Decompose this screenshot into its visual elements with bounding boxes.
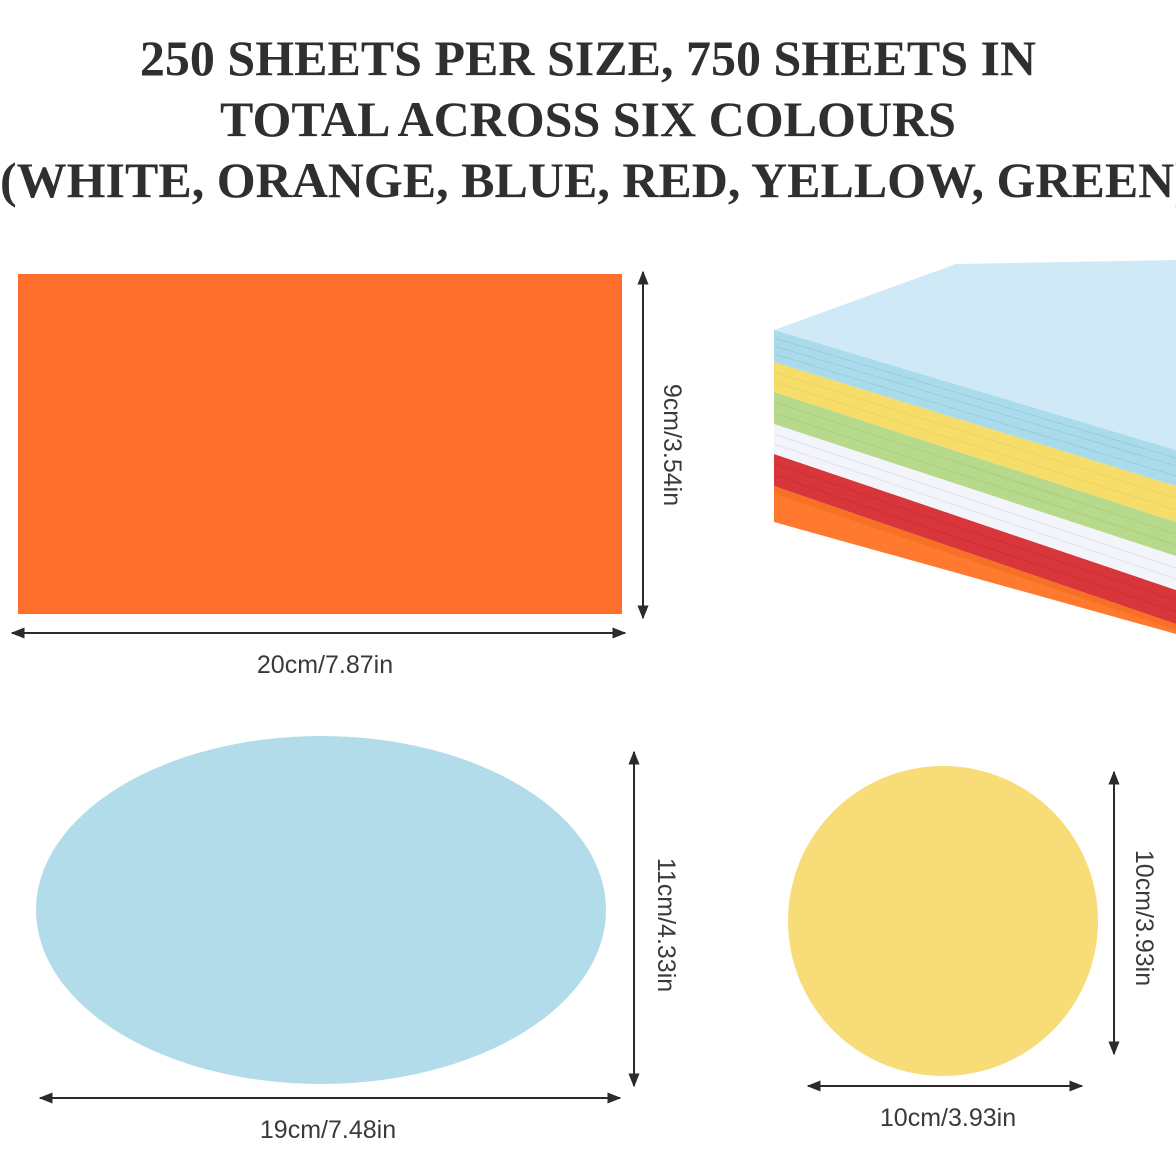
stack-top-surface: [774, 260, 1176, 450]
headline-line-1: 250 SHEETS PER SIZE, 750 SHEETS IN: [139, 30, 1037, 86]
circle-height-label: 10cm/3.93in: [1130, 849, 1158, 987]
paper-stack-image: [773, 260, 1176, 634]
headline-line-2: TOTAL ACROSS SIX COLOURS: [220, 91, 956, 147]
stack-layer-yellow: [774, 362, 1176, 522]
oval-height-label: 11cm/4.33in: [652, 857, 680, 993]
circle-width-label: 10cm/3.93in: [879, 1104, 1017, 1132]
oval-width-label: 19cm/7.48in: [259, 1116, 397, 1144]
headline-line-3: (WHITE, ORANGE, BLUE, RED, YELLOW, GREEN…: [0, 152, 1176, 208]
rectangle-height-label: 9cm/3.54in: [658, 383, 686, 507]
headline: 250 SHEETS PER SIZE, 750 SHEETS IN TOTAL…: [0, 28, 1176, 211]
stack-layer-white: [774, 424, 1176, 590]
stack-layer-green: [774, 392, 1176, 556]
stack-layer-blue: [774, 330, 1176, 486]
stack-layer-red: [774, 454, 1176, 624]
rectangle-card: [18, 274, 622, 614]
rectangle-width-label: 20cm/7.87in: [256, 651, 394, 679]
oval-card: [36, 736, 606, 1084]
circle-card: [788, 766, 1098, 1076]
